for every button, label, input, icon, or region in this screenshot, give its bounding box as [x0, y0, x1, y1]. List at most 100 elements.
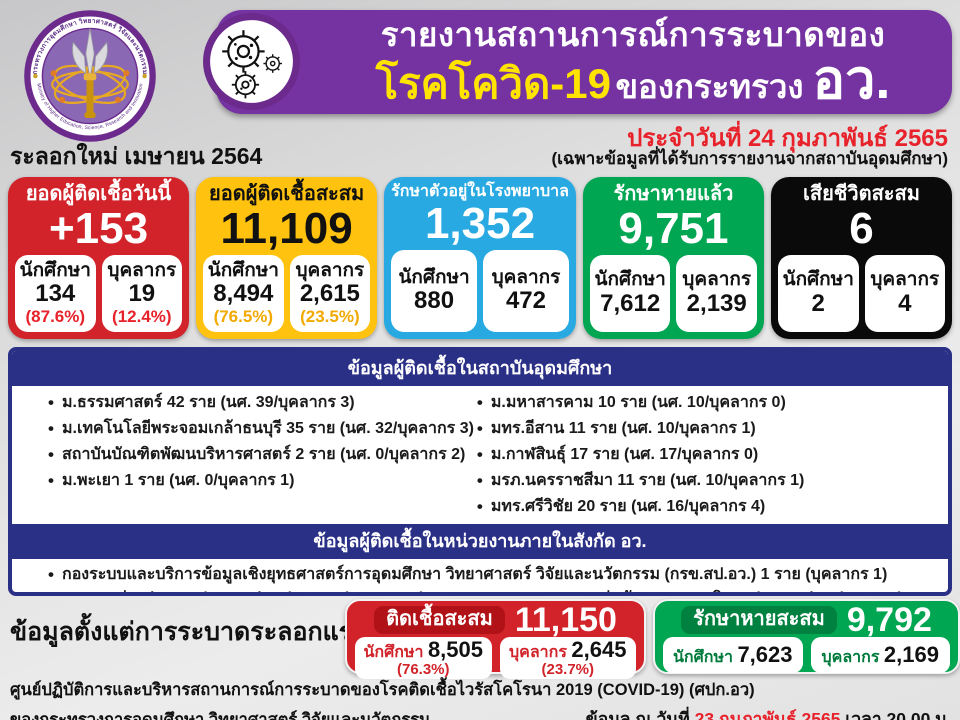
students-label: นักศึกษา: [207, 259, 279, 281]
card-title: เสียชีวิตสะสม: [803, 183, 920, 205]
students-value: 7,623: [737, 642, 793, 667]
staff-percent: (23.5%): [300, 306, 360, 326]
staff-subcard: บุคลากร 472: [483, 250, 569, 332]
cumulative-infected-title: ติดเชื้อสะสม: [374, 606, 505, 634]
cumulative-recovered-students: นักศึกษา 7,623: [663, 637, 803, 673]
card-recovered: รักษาหายแล้ว 9,751 นักศึกษา 7,612 บุคลาก…: [582, 177, 764, 339]
card-value: 6: [849, 204, 874, 253]
disease-name: โรคโควิด-19: [375, 60, 611, 108]
asof-date: 23 กุมภาพันธ์ 2565: [694, 709, 841, 720]
university-case-item: ม.พะเยา 1 ราย (นศ. 0/บุคลากร 1): [48, 467, 473, 494]
wave-label: ระลอกใหม่ เมษายน 2564: [10, 143, 263, 169]
staff-subcard: บุคลากร 4: [864, 255, 946, 332]
staff-value: 2,139: [686, 289, 747, 317]
data-asof: ข้อมูล ณ วันที่ 23 กุมภาพันธ์ 2565 เวลา …: [586, 705, 952, 720]
section-universities-body: ม.ธรรมศาสตร์ 42 ราย (นศ. 39/บุคลากร 3) ม…: [12, 386, 948, 522]
students-value: 880: [414, 287, 455, 315]
virus-icon: [201, 11, 302, 112]
university-case-item: สถาบันบัณฑิตพัฒนบริหารศาสตร์ 2 ราย (นศ. …: [48, 441, 473, 468]
staff-label: บุคลากร: [509, 644, 567, 661]
card-value: 9,751: [618, 204, 729, 253]
cumulative-recovered-title: รักษาหายสะสม: [681, 606, 837, 634]
staff-value: 472: [505, 287, 546, 315]
staff-subcard: บุคลากร 2,615 (23.5%): [289, 255, 371, 332]
card-title: รักษาตัวอยู่ในโรงพยาบาล: [391, 183, 569, 200]
agency-case-item: กองการต่างประเทศ (กกต.สป.อว.) 1 ราย (บุค…: [48, 586, 537, 592]
agency-case-item: กลุ่มพัฒนาระบบบริหาร (กพร.สป.อว.) 1 ราย …: [577, 586, 948, 592]
card-deaths: เสียชีวิตสะสม 6 นักศึกษา 2 บุคลากร 4: [770, 177, 953, 339]
students-percent: (87.6%): [25, 306, 86, 326]
footer-org-line2: ของกระทรวงการอุดมศึกษา วิทยาศาสตร์ วิจัย…: [10, 711, 430, 720]
staff-value: 2,645: [571, 637, 627, 662]
cumulative-infected-students: นักศึกษา 8,505 (76.3%): [355, 637, 492, 679]
ministry-seal-icon: กระทรวงการอุดมศึกษา วิทยาศาสตร์ วิจัยและ…: [14, 6, 166, 146]
students-percent: (76.5%): [213, 306, 274, 326]
first-wave-summary: ข้อมูลตั้งแต่การระบาดระลอกแรก ติดเชื้อสะ…: [8, 599, 960, 679]
staff-label: บุคลากร: [682, 268, 752, 290]
stat-cards-row: ยอดผู้ติดเชื้อวันนี้ +153 นักศึกษา 134 (…: [8, 177, 953, 339]
staff-percent: (23.7%): [541, 660, 595, 678]
university-case-item: มทร.อีสาน 11 ราย (นศ. 10/บุคลากร 1): [477, 415, 938, 442]
asof-prefix: ข้อมูล ณ วันที่: [585, 709, 695, 720]
students-subcard: นักศึกษา 2: [777, 255, 859, 332]
asof-time: เวลา 20.00 น.: [840, 709, 952, 720]
cumulative-recovered-staff: บุคลากร 2,169: [810, 637, 950, 673]
students-label: นักศึกษา: [19, 259, 91, 281]
cumulative-recovered-value: 9,792: [846, 601, 932, 639]
ministry-abbr: อว.: [812, 50, 891, 111]
footer: ศูนย์ปฏิบัติการและบริหารสถานการณ์การระบา…: [10, 677, 952, 720]
students-value: 134: [35, 280, 76, 308]
cumulative-infected-staff: บุคลากร 2,645 (23.7%): [499, 637, 636, 679]
first-wave-label: ข้อมูลตั้งแต่การระบาดระลอกแรก: [10, 618, 368, 646]
students-subcard: นักศึกษา 8,494 (76.5%): [203, 255, 284, 332]
card-title: รักษาหายแล้ว: [613, 183, 734, 205]
students-subcard: นักศึกษา 880: [391, 250, 478, 332]
card-title: ยอดผู้ติดเชื้อวันนี้: [25, 183, 172, 205]
staff-subcard: บุคลากร 19 (12.4%): [101, 255, 183, 332]
staff-percent: (12.4%): [112, 306, 172, 326]
students-label: นักศึกษา: [672, 649, 733, 666]
staff-subcard: บุคลากร 2,139: [676, 255, 757, 332]
university-case-item: มทร.ศรีวิชัย 20 ราย (นศ. 16/บุคลากร 4): [477, 493, 938, 520]
university-case-item: ม.มหาสารคาม 10 ราย (นศ. 10/บุคลากร 0): [477, 389, 938, 416]
university-case-item: ม.ธรรมศาสตร์ 42 ราย (นศ. 39/บุคลากร 3): [48, 389, 473, 416]
cumulative-infected-value: 11,150: [514, 601, 617, 639]
report-title-line2: โรคโควิด-19 ของกระทรวง อว.: [314, 53, 952, 107]
staff-value: 19: [128, 280, 156, 308]
staff-label: บุคลากร: [295, 259, 365, 281]
card-value: +153: [48, 204, 149, 253]
card-new-cases: ยอดผู้ติดเชื้อวันนี้ +153 นักศึกษา 134 (…: [8, 177, 190, 339]
staff-value: 2,169: [883, 642, 939, 667]
report-date-note: (เฉพาะข้อมูลที่ได้รับการรายงานจากสถาบันอ…: [551, 149, 948, 168]
staff-label: บุคลากร: [821, 649, 880, 666]
students-value: 8,505: [427, 637, 483, 662]
students-label: นักศึกษา: [594, 268, 666, 290]
university-case-item: ม.เทคโนโลยีพระจอมเกล้าธนบุรี 35 ราย (นศ.…: [48, 415, 474, 442]
section-universities-header: ข้อมูลผู้ติดเชื้อในสถาบันอุดมศึกษา: [12, 351, 948, 386]
students-label: นักศึกษา: [398, 266, 470, 288]
university-case-item: มรภ.นครราชสีมา 11 ราย (นศ. 10/บุคลากร 1): [477, 467, 938, 494]
university-case-item: ม.กาฬสินธุ์ 17 ราย (นศ. 17/บุคลากร 0): [477, 441, 938, 468]
report-title-line1: รายงานสถานการณ์การระบาดของ: [380, 15, 886, 53]
section-agencies-header: ข้อมูลผู้ติดเชื้อในหน่วยงานภายในสังกัด อ…: [12, 523, 948, 559]
agency-case-item: กองระบบและบริการข้อมูลเชิงยุทธศาสตร์การอ…: [48, 562, 938, 588]
students-percent: (76.3%): [396, 660, 450, 678]
students-value: 2: [811, 289, 825, 317]
details-panel: ข้อมูลผู้ติดเชื้อในสถาบันอุดมศึกษา ม.ธรร…: [8, 347, 952, 596]
cumulative-infected-box: ติดเชื้อสะสม 11,150 นักศึกษา 8,505 (76.3…: [345, 599, 646, 679]
students-subcard: นักศึกษา 134 (87.6%): [15, 255, 96, 332]
section-agencies-body: กองระบบและบริการข้อมูลเชิงยุทธศาสตร์การอ…: [12, 559, 948, 592]
ministry-phrase: ของกระทรวง: [615, 68, 813, 106]
card-value: 1,352: [424, 199, 536, 249]
staff-label: บุคลากร: [870, 268, 940, 290]
students-label: นักศึกษา: [363, 644, 424, 661]
card-hospitalized: รักษาตัวอยู่ในโรงพยาบาล 1,352 นักศึกษา 8…: [384, 177, 576, 339]
report-date: ประจำวันที่ 24 กุมภาพันธ์ 2565: [627, 125, 948, 152]
staff-value: 2,615: [299, 280, 360, 308]
card-title: ยอดผู้ติดเชื้อสะสม: [209, 183, 365, 205]
footer-org-line1: ศูนย์ปฏิบัติการและบริหารสถานการณ์การระบา…: [10, 681, 755, 699]
students-label: นักศึกษา: [782, 268, 854, 290]
cumulative-recovered-box: รักษาหายสะสม 9,792 นักศึกษา 7,623 บุคลาก…: [653, 599, 960, 674]
students-value: 7,612: [600, 289, 661, 317]
